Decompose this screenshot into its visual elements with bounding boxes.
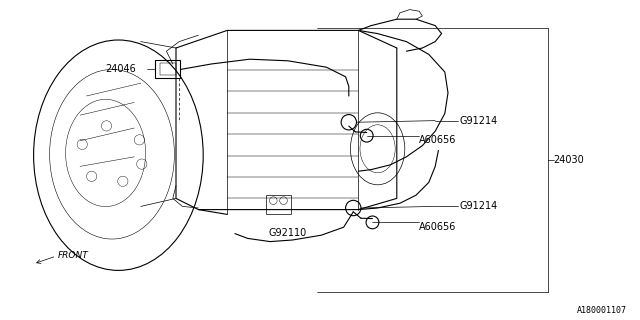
Text: A180001107: A180001107: [577, 306, 627, 315]
Text: A60656: A60656: [419, 135, 456, 145]
Text: A60656: A60656: [419, 222, 456, 232]
Text: G92110: G92110: [269, 228, 307, 238]
Text: FRONT: FRONT: [58, 252, 88, 260]
Text: 24030: 24030: [554, 155, 584, 165]
Bar: [160, 63, 176, 75]
Bar: [266, 195, 291, 214]
Text: G91214: G91214: [460, 201, 498, 212]
Text: G91214: G91214: [460, 116, 498, 126]
Bar: [155, 60, 180, 78]
Text: 24046: 24046: [106, 64, 136, 75]
